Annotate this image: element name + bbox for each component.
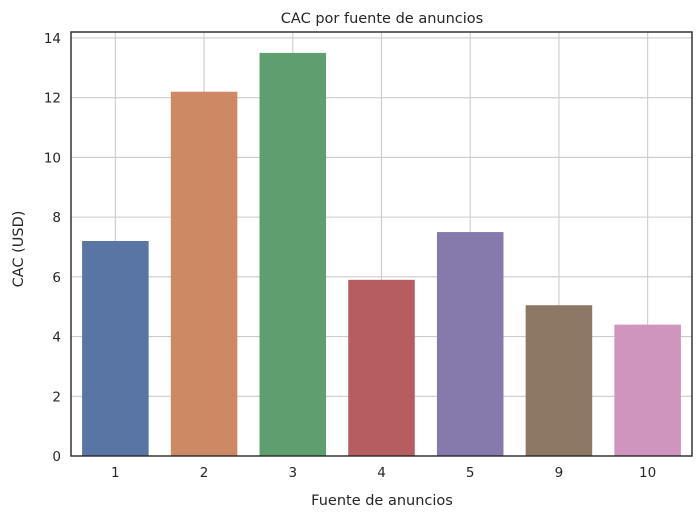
y-tick-label: 6 [52, 270, 61, 286]
chart-title: CAC por fuente de anuncios [281, 11, 483, 27]
y-tick-label: 12 [44, 91, 61, 107]
y-tick-label: 2 [52, 389, 61, 405]
x-tick-label: 3 [288, 465, 297, 481]
bar-1 [82, 241, 149, 456]
x-axis-label: Fuente de anuncios [311, 493, 453, 509]
x-tick-label: 9 [555, 465, 564, 481]
y-tick-label: 0 [52, 449, 61, 465]
y-tick-label: 8 [52, 210, 61, 226]
x-tick-label: 5 [466, 465, 475, 481]
bars [82, 52, 681, 457]
x-tick-label: 1 [111, 465, 120, 481]
bar-3 [259, 52, 327, 457]
y-tick-label: 4 [52, 330, 61, 346]
bar-5 [436, 232, 504, 456]
bar-10 [614, 324, 681, 456]
bar-9 [525, 305, 593, 456]
y-tick-label: 10 [44, 150, 61, 166]
y-tick-label: 14 [44, 31, 61, 47]
bar-2 [170, 91, 238, 456]
y-axis-label: CAC (USD) [11, 211, 27, 288]
bar-4 [348, 279, 415, 456]
x-tick-label: 10 [639, 465, 656, 481]
x-tick-label: 4 [377, 465, 386, 481]
plot-frame [70, 31, 693, 457]
x-tick-label: 2 [200, 465, 209, 481]
